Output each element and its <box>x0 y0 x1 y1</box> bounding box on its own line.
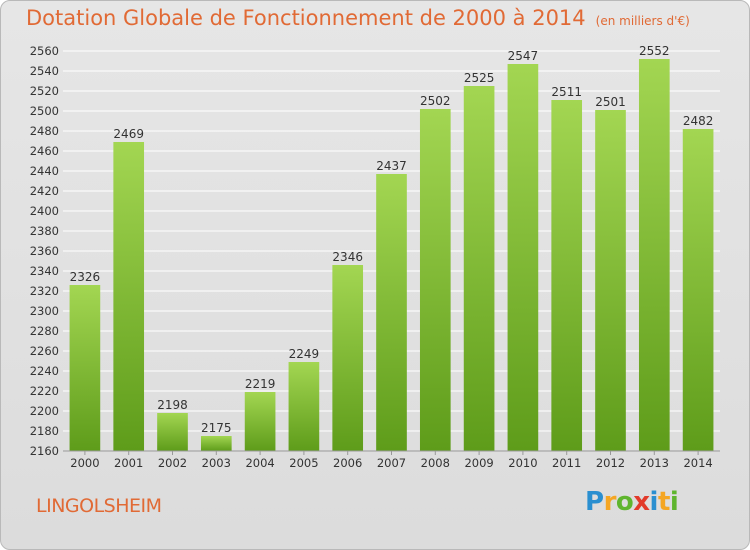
y-tick-label: 2500 <box>30 104 59 118</box>
bar-2014 <box>682 129 714 451</box>
bar-2011 <box>551 100 583 451</box>
y-tick-label: 2360 <box>30 244 59 258</box>
chart-unit: (en milliers d'€) <box>595 14 690 28</box>
bars: 2326 2469 2198 2175 2219 2249 2346 2437 2502 2525… <box>69 44 714 451</box>
bar-2010 <box>507 64 539 451</box>
x-tick-label: 2006 <box>333 456 362 470</box>
bar-value-label: 2525 <box>464 71 495 85</box>
bar-2012 <box>595 110 626 451</box>
bar-2000 <box>69 285 101 451</box>
bar-2001 <box>113 142 145 451</box>
y-tick-label: 2520 <box>30 84 59 98</box>
bar-value-label: 2346 <box>332 250 363 264</box>
x-tick-label: 2003 <box>202 456 231 470</box>
bar-value-label: 2469 <box>113 127 144 141</box>
bar-value-label: 2511 <box>551 85 582 99</box>
bar-value-label: 2175 <box>201 421 232 435</box>
y-tick-label: 2240 <box>30 364 59 378</box>
bar-2006 <box>332 265 364 451</box>
y-tick-label: 2560 <box>30 44 59 58</box>
x-axis: 2000 2001 2002 2003 2004 2005 2006 2007 2008 2009… <box>63 450 720 470</box>
x-tick-label: 2009 <box>464 456 493 470</box>
y-tick-label: 2320 <box>30 284 59 298</box>
y-tick-label: 2420 <box>30 184 59 198</box>
y-tick-label: 2300 <box>30 304 59 318</box>
bar-value-label: 2502 <box>420 94 451 108</box>
y-tick-label: 2200 <box>30 404 59 418</box>
bar-2003 <box>200 436 232 451</box>
y-tick-label: 2400 <box>30 204 59 218</box>
bar-2004 <box>244 392 276 451</box>
x-tick-label: 2004 <box>245 456 274 470</box>
bar-2005 <box>288 362 320 451</box>
x-tick-label: 2011 <box>552 456 581 470</box>
chart-title-text: Dotation Globale de Fonctionnement de 20… <box>26 6 586 30</box>
bar-2013 <box>638 59 670 451</box>
x-tick-label: 2001 <box>114 456 143 470</box>
x-tick-label: 2005 <box>289 456 318 470</box>
x-tick-label: 2012 <box>596 456 625 470</box>
x-tick-label: 2002 <box>158 456 187 470</box>
y-tick-label: 2460 <box>30 144 59 158</box>
x-tick-label: 2013 <box>640 456 669 470</box>
y-tick-label: 2340 <box>30 264 59 278</box>
y-tick-label: 2280 <box>30 324 59 338</box>
bar-value-label: 2552 <box>639 44 670 58</box>
bar-2008 <box>419 109 451 451</box>
bar-value-label: 2437 <box>376 159 407 173</box>
city-name: LINGOLSHEIM <box>36 495 162 517</box>
bar-value-label: 2198 <box>157 398 188 412</box>
bar-2009 <box>463 86 495 451</box>
bar-value-label: 2326 <box>70 270 101 284</box>
bar-value-label: 2249 <box>289 347 320 361</box>
y-tick-label: 2180 <box>30 424 59 438</box>
bar-2007 <box>376 174 407 451</box>
bar-value-label: 2482 <box>683 114 714 128</box>
x-tick-label: 2000 <box>70 456 99 470</box>
y-tick-label: 2540 <box>30 64 59 78</box>
y-tick-label: 2260 <box>30 344 59 358</box>
y-tick-label: 2380 <box>30 224 59 238</box>
x-tick-label: 2008 <box>421 456 450 470</box>
chart-title: Dotation Globale de Fonctionnement de 20… <box>26 6 690 30</box>
proxiti-logo: Proxiti <box>585 487 679 517</box>
x-tick-label: 2007 <box>377 456 406 470</box>
bar-value-label: 2219 <box>245 377 276 391</box>
y-axis: 2160 2180 2200 2220 2240 2260 2280 2300 2320 2340… <box>30 44 59 458</box>
x-tick-label: 2010 <box>508 456 537 470</box>
bar-value-label: 2501 <box>595 95 626 109</box>
bar-value-label: 2547 <box>508 49 539 63</box>
y-tick-label: 2480 <box>30 124 59 138</box>
bar-2002 <box>157 413 188 451</box>
y-tick-label: 2220 <box>30 384 59 398</box>
y-tick-label: 2440 <box>30 164 59 178</box>
x-tick-label: 2014 <box>683 456 712 470</box>
y-tick-label: 2160 <box>30 444 59 458</box>
